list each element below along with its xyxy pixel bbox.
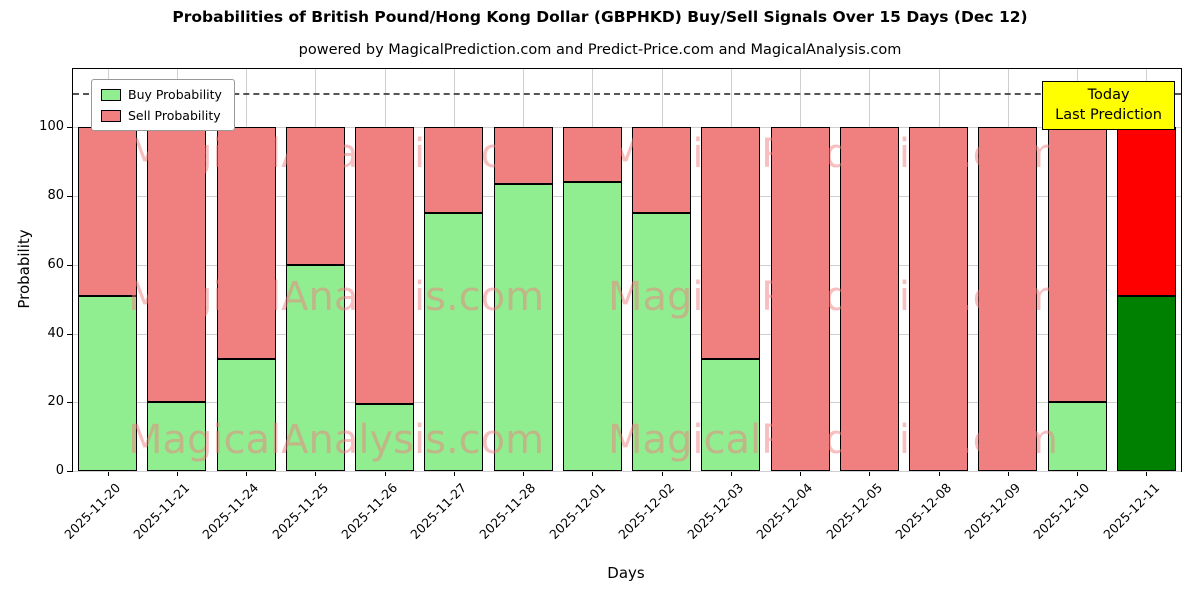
bar-buy-segment [493, 184, 553, 471]
y-tick-label: 40 [47, 325, 64, 341]
x-tick-label-text: 2025-12-10 [1030, 480, 1093, 542]
y-tick-label: 100 [39, 119, 64, 135]
bar-buy-segment [424, 213, 484, 471]
x-tick-label-text: 2025-11-27 [407, 480, 470, 542]
buy-probability-swatch [101, 88, 121, 101]
today-annotation-line1: Today [1087, 87, 1130, 103]
bar-sell-segment [147, 127, 207, 403]
grid-line-y [73, 402, 1181, 404]
bar-sell-segment [562, 127, 622, 183]
bar-sell-segment [216, 127, 276, 360]
today-annotation-line2: Last Prediction [1055, 107, 1162, 124]
today-annotation: Today Last Prediction [1042, 81, 1175, 130]
bar-buy-segment [355, 404, 415, 471]
x-tick-label-text: 2025-12-03 [684, 480, 747, 542]
x-tick-label-text: 2025-12-09 [961, 480, 1024, 542]
legend-item-buy: Buy Probability [101, 87, 222, 102]
grid-line-y [73, 196, 1181, 198]
y-tick-mark [67, 333, 72, 335]
bar-sell-segment [424, 127, 484, 214]
bar-buy-segment [1047, 402, 1107, 471]
x-tick-mark [176, 472, 178, 476]
y-tick-label: 20 [47, 394, 64, 410]
bar-buy-segment [1116, 295, 1176, 471]
x-tick-mark [1077, 472, 1079, 476]
legend-sell-label: Sell Probability [128, 108, 221, 123]
bar-sell-segment [78, 127, 138, 296]
bar-sell-segment [632, 127, 692, 214]
legend-item-sell: Sell Probability [101, 108, 222, 123]
bar-buy-segment [562, 182, 622, 471]
x-tick-mark [800, 472, 802, 476]
y-tick-mark [67, 402, 72, 404]
grid-line-y [73, 333, 1181, 335]
x-tick-mark [938, 472, 940, 476]
legend-buy-label: Buy Probability [128, 87, 222, 102]
chart-title: Probabilities of British Pound/Hong Kong… [172, 8, 1028, 26]
y-tick-mark [67, 471, 72, 472]
x-tick-label-text: 2025-12-01 [545, 480, 608, 542]
x-axis-label: Days [607, 564, 645, 582]
x-tick-mark [592, 472, 594, 476]
bar-buy-segment [701, 359, 761, 471]
x-tick-mark [523, 472, 525, 476]
bar-sell-segment [839, 127, 899, 471]
bar-sell-segment [1116, 127, 1176, 296]
grid-line-y [73, 471, 1181, 472]
x-tick-label-text: 2025-11-21 [130, 480, 193, 542]
bar-buy-segment [285, 264, 345, 471]
bar-sell-segment [978, 127, 1038, 471]
x-tick-mark [107, 472, 109, 476]
bar-buy-segment [632, 213, 692, 471]
bar-buy-segment [78, 295, 138, 471]
bar-sell-segment [355, 127, 415, 404]
x-tick-mark [730, 472, 732, 476]
bar-buy-segment [216, 359, 276, 471]
bar-sell-segment [285, 127, 345, 265]
plot-area: MagicalAnalysis.com MagicalPrediction.com… [72, 68, 1182, 472]
x-tick-mark [1007, 472, 1009, 476]
chart-subtitle: powered by MagicalPrediction.com and Pre… [298, 42, 902, 58]
bar-sell-segment [701, 127, 761, 360]
y-tick-mark [67, 127, 72, 129]
sell-probability-swatch [101, 109, 121, 122]
x-tick-label-text: 2025-11-26 [338, 480, 401, 542]
y-tick-label: 60 [47, 256, 64, 272]
x-tick-label-text: 2025-12-11 [1099, 480, 1162, 542]
x-tick-label-text: 2025-11-24 [199, 480, 262, 542]
y-tick-mark [67, 196, 72, 198]
x-tick-mark [453, 472, 455, 476]
y-tick-label: 80 [47, 188, 64, 204]
bar-sell-segment [770, 127, 830, 471]
y-tick-mark [67, 264, 72, 266]
x-tick-mark [869, 472, 871, 476]
y-tick-label: 0 [55, 463, 64, 478]
x-tick-label-text: 2025-11-28 [476, 480, 539, 542]
x-tick-mark [384, 472, 386, 476]
bar-sell-segment [1047, 127, 1107, 403]
bar-sell-segment [909, 127, 969, 471]
x-tick-label-text: 2025-11-25 [268, 480, 331, 542]
bar-sell-segment [493, 127, 553, 185]
x-tick-mark [661, 472, 663, 476]
x-tick-label-text: 2025-12-08 [892, 480, 955, 542]
grid-line-y [73, 264, 1181, 266]
x-tick-label-text: 2025-11-20 [61, 480, 124, 542]
x-tick-label-text: 2025-12-02 [615, 480, 678, 542]
grid-line-y [73, 127, 1181, 129]
x-tick-label-text: 2025-12-05 [822, 480, 885, 542]
x-tick-label-text: 2025-12-04 [753, 480, 816, 542]
x-tick-mark [246, 472, 248, 476]
threshold-dashed-line [73, 93, 1181, 96]
x-tick-mark [1146, 472, 1148, 476]
bar-buy-segment [147, 402, 207, 471]
x-tick-mark [315, 472, 317, 476]
legend: Buy Probability Sell Probability [91, 79, 235, 131]
